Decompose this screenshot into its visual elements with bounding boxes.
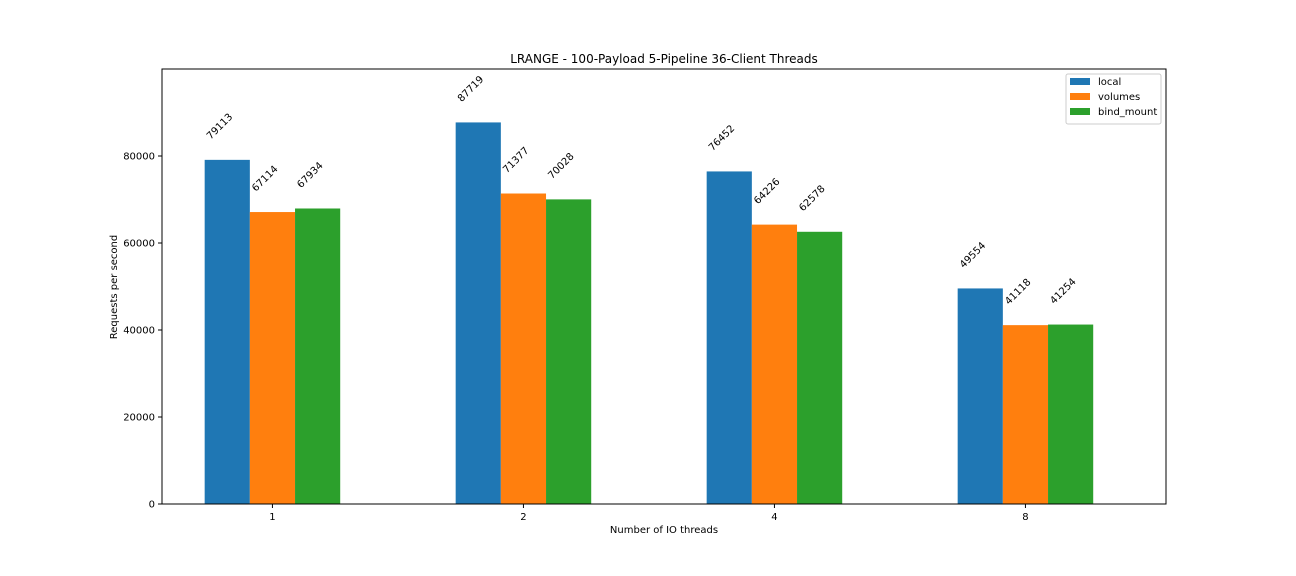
legend-swatch-volumes [1070, 93, 1090, 100]
data-label-local-4: 76452 [707, 123, 737, 153]
data-label-bind_mount-2: 70028 [546, 151, 576, 181]
x-axis-label: Number of IO threads [610, 525, 718, 536]
legend-swatch-bind_mount [1070, 108, 1090, 115]
y-tick-label-40000: 40000 [123, 326, 155, 337]
data-label-local-8: 49554 [958, 240, 988, 270]
data-label-local-1: 79113 [205, 112, 235, 142]
data-label-volumes-8: 41118 [1003, 277, 1033, 307]
x-tick-label-2: 2 [520, 512, 526, 523]
bar-bind_mount-4 [797, 231, 843, 505]
data-label-volumes-4: 64226 [752, 176, 782, 206]
x-axis-ticks: 1 2 4 8 [269, 504, 1029, 523]
legend: local volumes bind_mount [1065, 73, 1162, 125]
bar-volumes-8 [1002, 325, 1049, 504]
x-tick-label-4: 4 [771, 512, 777, 523]
bar-bind_mount-1 [295, 208, 341, 505]
bar-local-4 [706, 171, 752, 504]
data-label-volumes-2: 71377 [501, 145, 531, 175]
data-label-volumes-1: 67114 [250, 164, 280, 194]
chart-title: LRANGE - 100-Payload 5-Pipeline 36-Clien… [510, 52, 818, 66]
bar-volumes-1 [249, 212, 296, 505]
legend-label-local: local [1098, 77, 1121, 88]
bars-layer [204, 122, 1094, 505]
x-tick-label-1: 1 [269, 512, 275, 523]
y-tick-label-20000: 20000 [123, 413, 155, 424]
y-tick-label-80000: 80000 [123, 152, 155, 163]
bar-local-1 [204, 159, 250, 505]
y-tick-label-0: 0 [149, 500, 155, 511]
y-axis-ticks: 0 20000 40000 60000 80000 [123, 152, 162, 511]
plot-frame [161, 68, 1167, 505]
data-label-bind_mount-8: 41254 [1048, 276, 1078, 306]
bar-local-8 [957, 288, 1003, 504]
legend-label-bind_mount: bind_mount [1098, 107, 1157, 118]
bar-bind_mount-2 [546, 199, 592, 504]
bar-bind_mount-8 [1048, 324, 1094, 504]
data-label-local-2: 87719 [456, 74, 486, 104]
data-label-bind_mount-4: 62578 [797, 184, 827, 214]
legend-swatch-local [1070, 78, 1090, 85]
bar-volumes-2 [500, 193, 547, 504]
bar-local-2 [455, 122, 501, 505]
x-tick-label-8: 8 [1022, 512, 1028, 523]
y-tick-label-60000: 60000 [123, 239, 155, 250]
data-label-bind_mount-1: 67934 [295, 160, 325, 190]
y-axis-label: Requests per second [109, 235, 120, 339]
legend-label-volumes: volumes [1098, 92, 1140, 103]
bar-volumes-4 [751, 224, 798, 504]
